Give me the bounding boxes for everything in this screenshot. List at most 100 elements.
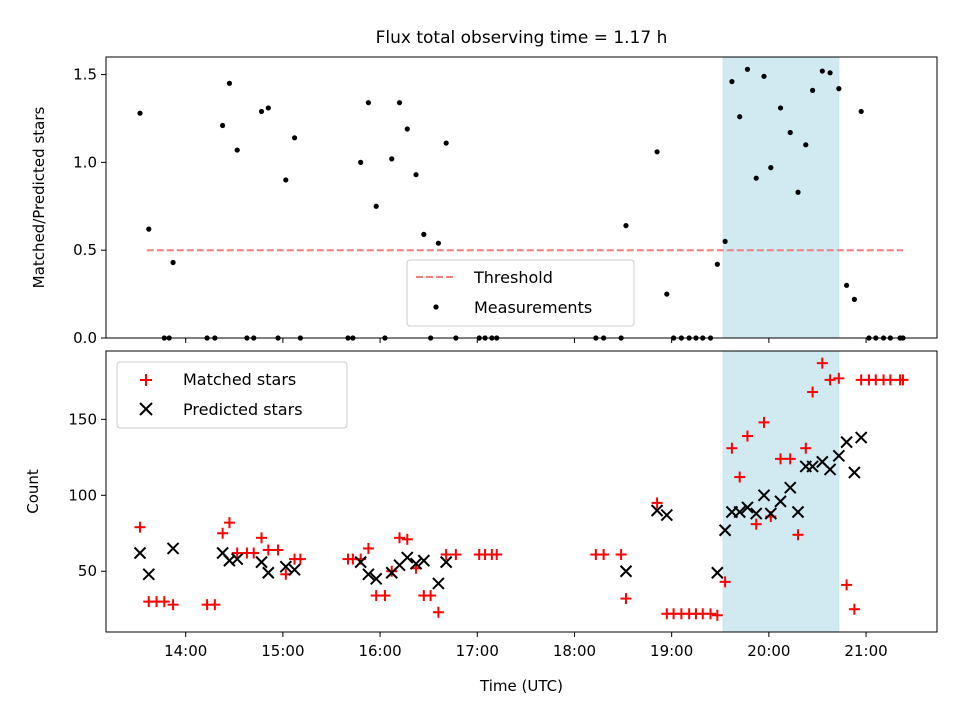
matched-star-point [800, 442, 812, 454]
predicted-star-point [840, 435, 853, 449]
y-tick-label: 1.0 [73, 153, 97, 171]
measurement-point [722, 238, 728, 245]
measurement-point [777, 105, 784, 111]
matched-star-point [362, 542, 374, 554]
predicted-star-point [741, 501, 754, 514]
matched-star-point [223, 517, 235, 529]
matched-stars-points [134, 357, 909, 621]
measurement-point [787, 129, 793, 136]
matched-star-point [209, 599, 221, 611]
matched-star-point [425, 590, 437, 602]
matched-star-point [450, 549, 462, 561]
measurement-point [421, 231, 427, 237]
predicted-star-point [231, 552, 244, 566]
measurement-point [373, 203, 379, 209]
measurement-point [768, 165, 774, 171]
predicted-star-point [650, 504, 664, 517]
matched-star-point [167, 599, 179, 611]
measurement-point [654, 149, 660, 155]
predicted-stars-points [133, 431, 868, 590]
matched-star-point [386, 565, 398, 577]
measurement-point [803, 142, 809, 148]
matched-star-point [294, 553, 306, 565]
measurement-point [819, 68, 825, 74]
matched-star-point [841, 579, 853, 591]
matched-star-point [248, 547, 260, 559]
matched-star-point [897, 374, 909, 386]
top-y-axis-label: Matched/Predicted stars [30, 107, 48, 289]
measurement-point [858, 108, 864, 115]
matched-star-point [775, 453, 787, 465]
measurement-point [809, 87, 816, 93]
matched-star-point [884, 374, 896, 386]
matched-star-point [807, 386, 819, 398]
matched-star-point [824, 374, 836, 386]
matched-star-point [491, 549, 503, 561]
legend-measurements-swatch [433, 304, 439, 310]
predicted-star-point [806, 460, 819, 473]
predicted-star-point [660, 508, 674, 522]
predicted-star-point [354, 555, 367, 569]
top-y-axis: 0.0 0.5 1.0 1.5 [73, 66, 106, 347]
y-tick-label: 1.5 [73, 66, 97, 84]
matched-star-point [440, 549, 452, 561]
matched-star-point [394, 532, 406, 544]
measurement-point [623, 223, 629, 229]
bottom-highlight-span [722, 350, 840, 633]
y-tick-label: 0.5 [73, 241, 97, 259]
measurement-point [258, 108, 265, 115]
legend-threshold-label: Threshold [473, 268, 553, 287]
bottom-legend-box [116, 361, 348, 429]
measurement-point [220, 122, 226, 129]
matched-star-point [758, 416, 770, 428]
matched-star-point [741, 430, 753, 442]
x-tick-label: 15:00 [261, 642, 304, 660]
measurement-point [714, 261, 720, 267]
predicted-star-point [733, 505, 746, 519]
predicted-star-point [848, 466, 861, 479]
measurement-point [396, 100, 403, 106]
measurement-point [170, 259, 176, 266]
predicted-star-point [279, 560, 293, 573]
matched-star-point [231, 547, 243, 559]
predicted-star-point [854, 431, 868, 444]
predicted-star-point [409, 557, 423, 570]
measurement-point [443, 140, 449, 146]
measurement-point [389, 156, 395, 162]
predicted-star-point [432, 577, 445, 590]
matched-star-point [272, 544, 284, 556]
legend-predicted-swatch [139, 402, 153, 416]
matched-star-point [848, 603, 860, 615]
measurement-point [729, 78, 735, 85]
predicted-star-point [288, 563, 301, 576]
legend-predicted-label: Predicted stars [183, 400, 303, 419]
matched-star-point [711, 609, 723, 621]
measurement-point [435, 240, 441, 246]
predicted-star-point [133, 546, 147, 560]
predicted-star-point [832, 449, 846, 463]
matched-star-point [620, 593, 632, 605]
predicted-star-point [784, 481, 797, 494]
predicted-star-point [142, 568, 155, 581]
predicted-star-point [439, 555, 453, 569]
matched-star-point [784, 453, 796, 465]
y-tick-label: 0.0 [73, 329, 97, 347]
bottom-plot-frame [105, 350, 938, 633]
matched-star-point [726, 442, 738, 454]
predicted-star-point [750, 507, 763, 520]
predicted-star-point [774, 495, 787, 508]
measurement-point [358, 159, 364, 165]
measurement-point [365, 100, 372, 106]
measurement-point [795, 189, 801, 195]
matched-star-point [705, 608, 717, 620]
predicted-star-point [757, 489, 771, 502]
count-panel: 50 100 150 14:00 15:00 16:00 17:00 18:00 19:00 2… [24, 350, 938, 695]
measurement-point [404, 126, 410, 132]
measurement-point [744, 66, 751, 72]
bottom-y-axis: 50 100 150 [68, 410, 106, 580]
matched-star-point [750, 518, 762, 530]
matched-star-point [598, 549, 610, 561]
top-legend-box [406, 259, 635, 327]
matched-star-point [379, 590, 391, 602]
